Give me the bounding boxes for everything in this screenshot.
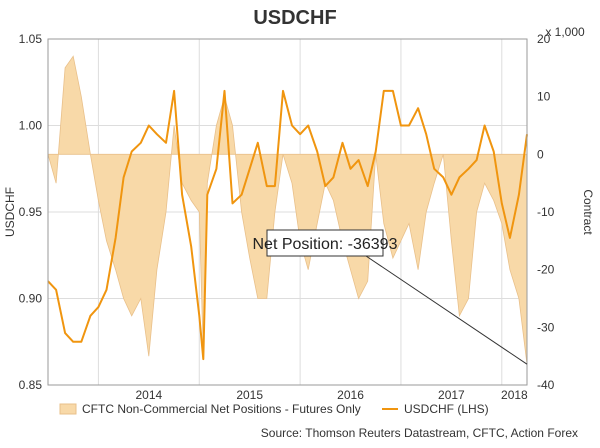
annotation-box	[266, 229, 384, 257]
right-tick-label-2: -20	[537, 263, 555, 277]
right-tick-label-0: -40	[537, 378, 555, 392]
x-tick-label-2017: 2017	[438, 388, 465, 402]
right-axis-multiplier: x 1,000	[545, 25, 585, 39]
right-axis-ticks: -40 -30 -20 -10 0 10 20	[537, 32, 555, 392]
right-tick-label-6: 20	[537, 32, 551, 46]
x-tick-label-2015: 2015	[236, 388, 263, 402]
left-tick-label-0: 0.85	[19, 378, 43, 392]
source-note: Source: Thomson Reuters Datastream, CFTC…	[261, 426, 578, 440]
legend-label-net-positions: CFTC Non-Commercial Net Positions - Futu…	[82, 402, 361, 416]
x-tick-label-2016: 2016	[337, 388, 364, 402]
plot-frame	[47, 38, 528, 386]
left-tick-label-1: 0.90	[19, 292, 43, 306]
right-tick-label-1: -30	[537, 320, 555, 334]
x-axis-ticks: 2014 2015 2016 2017 2018	[135, 388, 528, 402]
net-positions-area	[47, 55, 528, 365]
annotation-callout: Net Position: -36393	[253, 229, 528, 365]
chart-title: USDCHF	[253, 7, 336, 29]
legend-label-usdchf: USDCHF (LHS)	[404, 402, 489, 416]
left-tick-label-4: 1.05	[19, 32, 43, 46]
x-tick-label-2018: 2018	[501, 388, 528, 402]
legend-item-usdchf: USDCHF (LHS)	[382, 402, 489, 416]
right-tick-label-3: -10	[537, 205, 555, 219]
legend-swatch-area	[59, 403, 77, 415]
annotation-leader-line	[365, 255, 528, 365]
right-tick-label-5: 10	[537, 90, 551, 104]
legend: CFTC Non-Commercial Net Positions - Futu…	[59, 402, 489, 416]
usdchf-line	[47, 89, 528, 361]
right-axis-title: Contract	[581, 189, 595, 235]
left-tick-label-2: 0.95	[19, 205, 43, 219]
annotation-label: Net Position: -36393	[253, 236, 398, 253]
left-axis-title: USDCHF	[3, 187, 17, 237]
usdchf-line-series	[47, 89, 528, 361]
legend-item-net-positions: CFTC Non-Commercial Net Positions - Futu…	[59, 402, 361, 416]
right-tick-label-4: 0	[537, 147, 544, 161]
left-axis-ticks: 0.85 0.90 0.95 1.00 1.05	[19, 32, 43, 392]
net-positions-area-series	[47, 55, 528, 365]
x-tick-label-2014: 2014	[135, 388, 162, 402]
left-tick-label-3: 1.00	[19, 119, 43, 133]
